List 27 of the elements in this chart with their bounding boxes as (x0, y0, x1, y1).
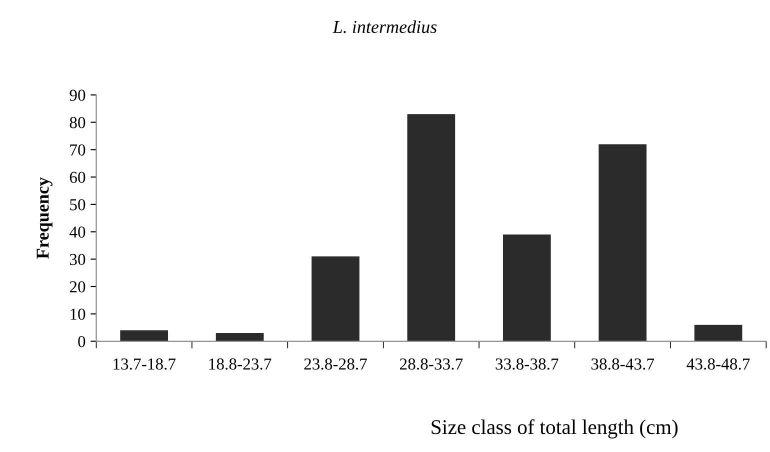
bar (694, 324, 742, 342)
x-axis-title: Size class of total length (cm) (432, 419, 678, 438)
y-tick-label: 30 (70, 254, 86, 266)
x-tick-label: 13.7-18.7 (114, 358, 176, 370)
chart-title: L. intermedius (332, 20, 437, 34)
bar (312, 256, 360, 342)
x-tick-label: 23.8-28.7 (304, 358, 367, 370)
bar (120, 330, 168, 342)
y-axis-title: Frequency (36, 177, 52, 259)
y-tick-label: 50 (70, 199, 86, 210)
y-tick-label: 20 (70, 281, 86, 292)
x-tick-label: 38.8-43.7 (591, 358, 654, 370)
y-tick-label: 90 (70, 90, 86, 101)
y-tick-label: 70 (70, 144, 86, 156)
x-tick-label: 33.8-38.7 (496, 358, 558, 370)
y-tick-label: 0 (78, 336, 86, 348)
bar (407, 114, 456, 342)
y-tick-label: 40 (69, 226, 86, 238)
y-tick-label: 80 (70, 116, 86, 128)
bar (502, 234, 551, 342)
y-tick-label: 10 (70, 308, 86, 320)
bar (216, 333, 264, 342)
bar (598, 144, 647, 342)
y-tick-label: 60 (70, 172, 86, 183)
x-tick-label: 28.8-33.7 (400, 358, 463, 370)
x-tick-label: 43.8-48.7 (686, 358, 750, 370)
x-tick-label: 18.8-23.7 (209, 358, 272, 370)
